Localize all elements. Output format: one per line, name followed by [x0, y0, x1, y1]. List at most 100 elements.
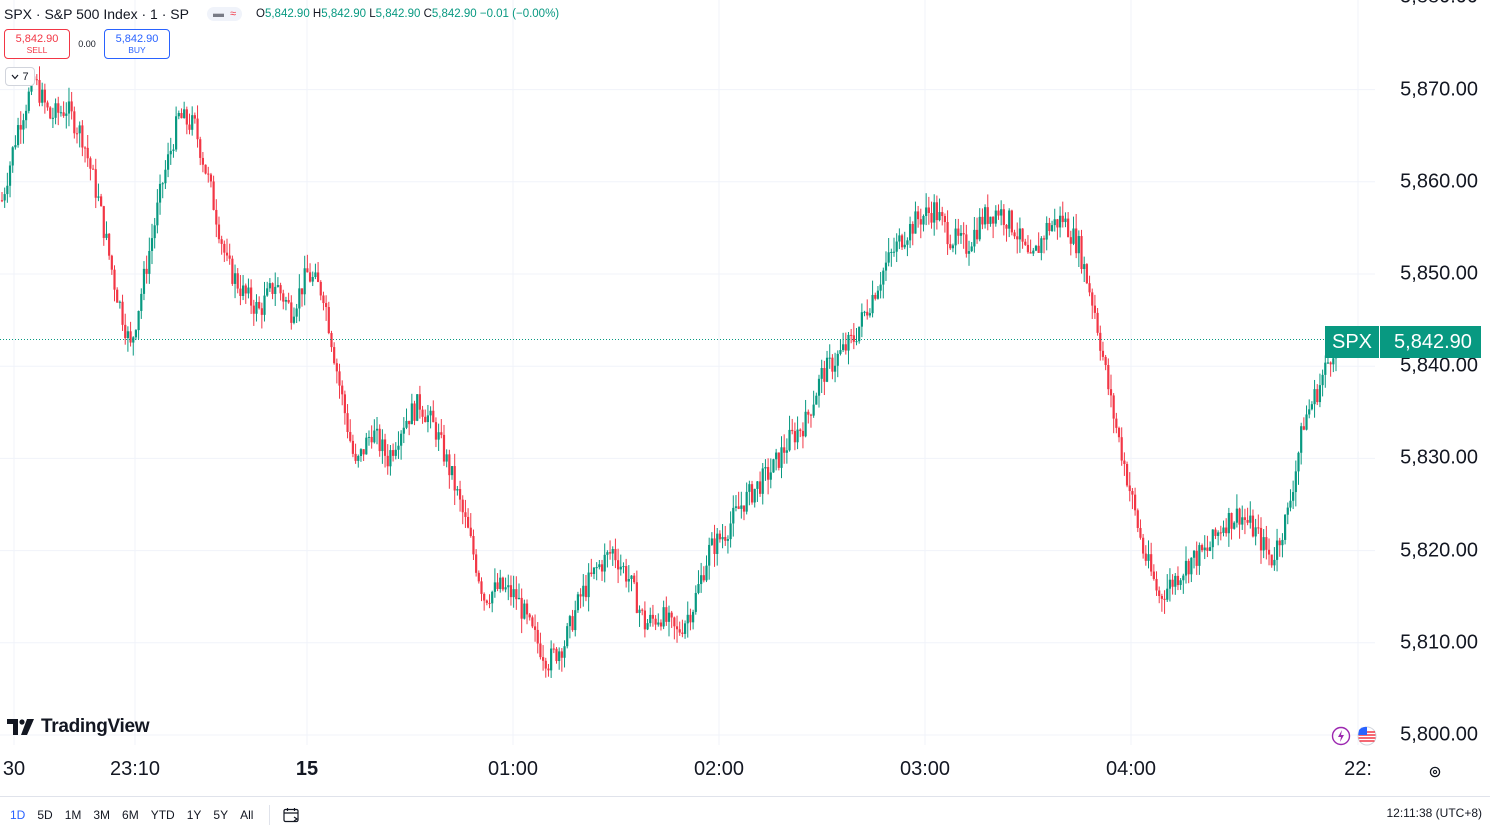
candle-body: [566, 626, 569, 647]
candle-body: [890, 251, 893, 253]
clock-timezone[interactable]: 12:11:38 (UTC+8): [1386, 806, 1483, 820]
price-axis[interactable]: 5,800.00 5,810.00 5,820.00 5,830.00 5,840.00…: [1375, 0, 1490, 750]
candle-body: [665, 607, 668, 622]
candle-body: [59, 112, 63, 114]
candle-body: [563, 646, 566, 658]
candle-body: [772, 459, 775, 473]
tradingview-logo[interactable]: TradingView: [7, 716, 150, 738]
candle-body: [421, 409, 424, 417]
range-button-1y[interactable]: 1Y: [186, 807, 202, 822]
candle-body: [1096, 312, 1099, 333]
price-tick-label: 5,840.00: [1400, 354, 1478, 377]
candle-body: [662, 607, 665, 627]
candle-body: [134, 330, 138, 338]
chart-plot-area[interactable]: [0, 0, 1375, 745]
lightning-icon[interactable]: [1331, 726, 1351, 746]
candle-body: [1067, 218, 1070, 238]
candle-body: [1316, 389, 1319, 403]
candle-body: [113, 269, 116, 290]
candle-body: [129, 331, 132, 343]
candle-body: [191, 115, 194, 130]
candle-body: [483, 593, 486, 601]
candle-body: [962, 233, 965, 235]
candle-body: [1273, 559, 1276, 566]
range-button-3m[interactable]: 3M: [93, 807, 111, 822]
candle-body: [734, 506, 738, 508]
date-range-button[interactable]: [269, 804, 300, 825]
price-tick-label: 5,850.00: [1400, 262, 1478, 285]
candle-body: [721, 537, 724, 540]
candle-body: [1195, 550, 1198, 566]
candle-body: [750, 484, 754, 503]
sell-button[interactable]: 5,842.90 SELL: [4, 29, 70, 59]
candle-body: [1085, 264, 1088, 284]
candle-body: [1018, 228, 1022, 240]
indicators-toggle[interactable]: 7: [5, 67, 35, 86]
candle-body: [539, 643, 542, 658]
candle-body: [898, 235, 901, 242]
candle-body: [132, 337, 135, 343]
price-tick-label: 5,880.00: [1400, 0, 1478, 9]
candle-body: [627, 578, 630, 582]
time-tick-label: 23:10: [109, 758, 161, 780]
candle-body: [228, 255, 231, 259]
candle-body: [351, 440, 355, 454]
range-button-1d[interactable]: 1D: [10, 807, 26, 822]
candle-body: [1168, 579, 1172, 589]
candle-body: [450, 466, 454, 476]
candle-body: [362, 449, 365, 455]
price-tag-value: 5,842.90: [1380, 326, 1481, 358]
range-button-ytd[interactable]: YTD: [150, 807, 175, 822]
candlestick-chart: [0, 0, 1375, 745]
candle-body: [1013, 232, 1016, 237]
candle-body: [81, 125, 84, 148]
spread-value: 0.00: [78, 39, 96, 49]
candle-body: [895, 241, 898, 252]
candle-body: [654, 618, 657, 625]
candle-body: [1267, 549, 1271, 555]
us-flag-icon[interactable]: [1357, 726, 1377, 746]
time-axis[interactable]: 30 23:10 15 01:00 02:00 03:00 04:00 22:: [0, 750, 1375, 790]
symbol-title[interactable]: SPX · S&P 500 Index · 1 · SP: [4, 6, 189, 22]
candle-body: [418, 394, 421, 410]
candle-body: [1072, 228, 1075, 244]
candle-body: [1243, 517, 1247, 520]
candle-body: [413, 403, 416, 421]
candle-body: [983, 207, 987, 225]
candle-body: [22, 120, 25, 130]
candle-body: [142, 268, 146, 294]
settings-gear-icon[interactable]: [1428, 765, 1442, 779]
range-button-5d[interactable]: 5D: [37, 807, 53, 822]
legend-toggle-pill[interactable]: ▬ ≈: [206, 7, 242, 21]
candle-body: [858, 326, 861, 342]
range-button-5y[interactable]: 5Y: [213, 807, 229, 822]
candle-body: [330, 333, 333, 348]
candle-body: [314, 272, 317, 278]
candle-body: [1225, 527, 1228, 534]
candle-body: [1109, 389, 1113, 396]
candle-body: [1227, 513, 1230, 534]
candle-body: [504, 587, 507, 590]
open-value: 5,842.90: [264, 8, 310, 20]
candle-body: [16, 125, 20, 146]
buy-button[interactable]: 5,842.90 BUY: [104, 29, 170, 59]
candle-body: [1139, 527, 1142, 538]
range-button-all[interactable]: All: [240, 807, 254, 822]
candle-body: [959, 233, 963, 236]
candle-body: [1142, 537, 1145, 554]
range-button-1m[interactable]: 1M: [64, 807, 82, 822]
candle-body: [51, 117, 54, 119]
candle-body: [1058, 215, 1062, 228]
candle-body: [73, 111, 76, 134]
candle-body: [828, 357, 831, 359]
candle-body: [951, 245, 955, 249]
candle-body: [681, 632, 684, 634]
candle-body: [156, 202, 159, 226]
candle-body: [775, 452, 778, 460]
candle-body: [689, 614, 692, 623]
range-button-6m[interactable]: 6M: [122, 807, 139, 822]
candle-body: [957, 228, 960, 236]
candle-body: [247, 287, 250, 294]
candle-body: [183, 109, 186, 119]
candle-body: [263, 295, 266, 315]
